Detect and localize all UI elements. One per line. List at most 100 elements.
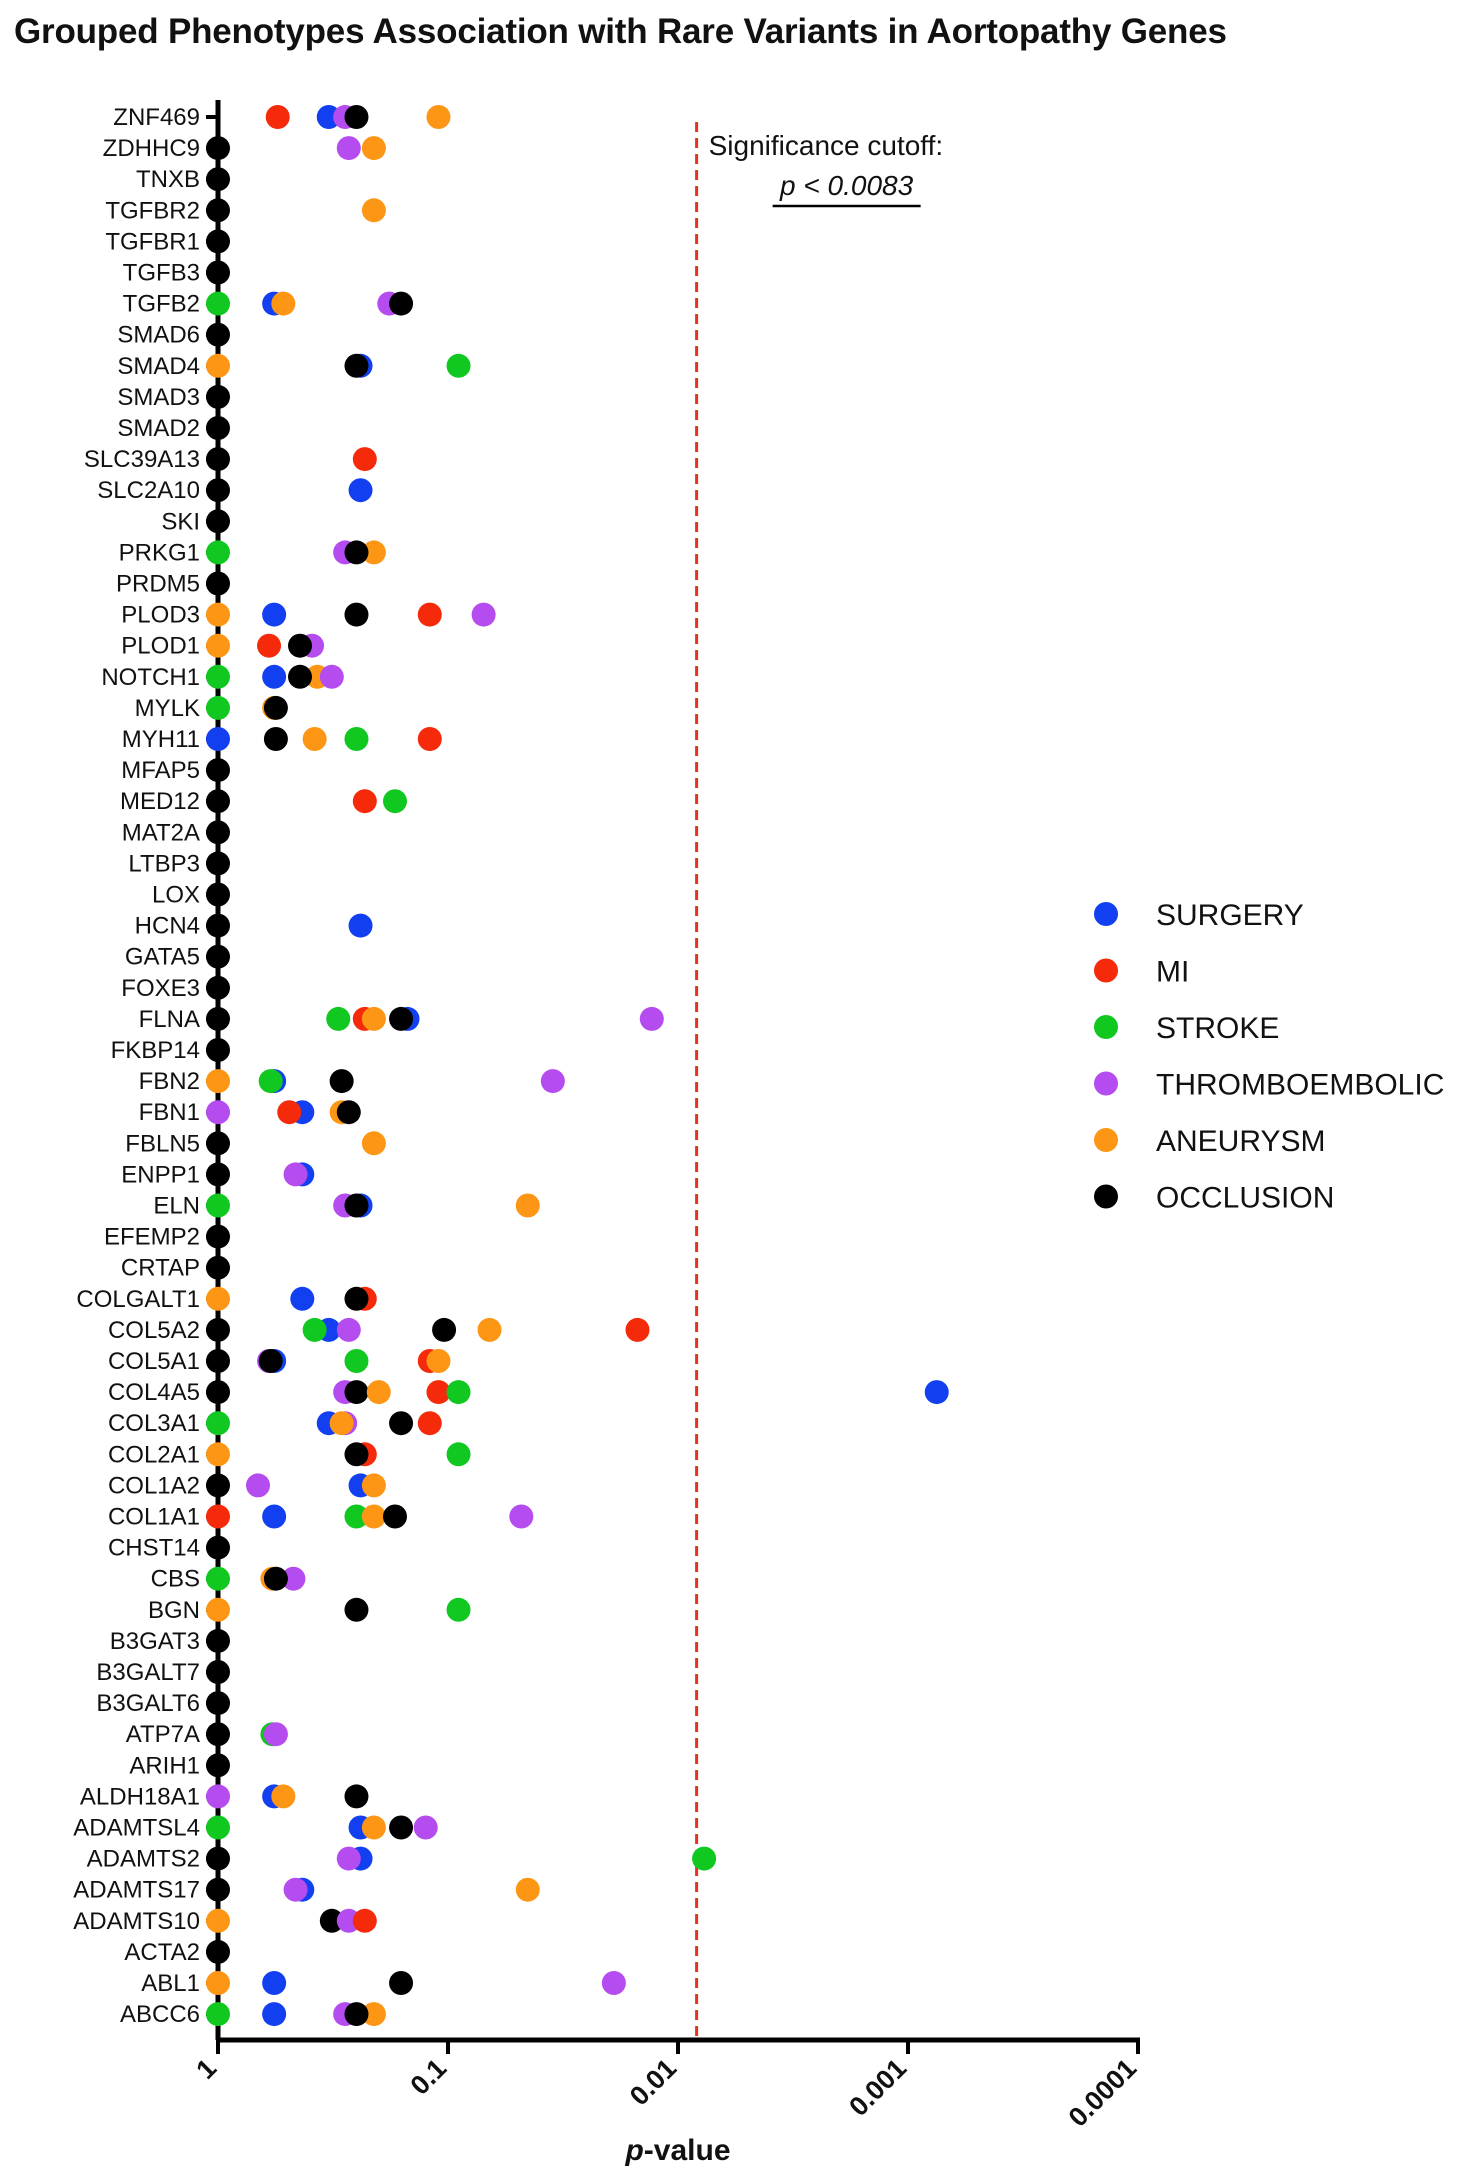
legend: SURGERY MI STROKE THROMBOEMBOLIC ANEURYSM OCC… [1094, 899, 1444, 1215]
legend-label-surgery: SURGERY [1156, 899, 1304, 932]
point-tgfb2-occlusion [389, 291, 414, 316]
point-plod3-mi [417, 602, 442, 627]
point-flna-occlusion [206, 1006, 230, 1031]
point-aldh18a1-occlusion [344, 1784, 369, 1809]
point-adamts2-thromboembolic [336, 1846, 361, 1871]
point-col4a5-aneurysm [366, 1380, 391, 1405]
point-med12-occlusion [206, 789, 230, 814]
point-zdhhc9-aneurysm [361, 136, 386, 161]
point-cbs-thromboembolic [281, 1566, 306, 1591]
point-adamts17-occlusion [206, 1877, 230, 1902]
y-tick-label-adamtsl4: ADAMTSL4 [73, 1815, 200, 1842]
y-tick-label-znf469: ZNF469 [113, 104, 200, 131]
point-mfap5-occlusion [206, 758, 230, 783]
point-hcn4-surgery [348, 913, 373, 938]
point-tgfbr2-aneurysm [361, 198, 386, 223]
point-col1a1-stroke [344, 1504, 369, 1529]
point-bgn-aneurysm [206, 1597, 230, 1622]
point-col1a1-mi [206, 1504, 230, 1529]
point-fbn1-thromboembolic [206, 1100, 230, 1125]
point-col1a2-occlusion [206, 1473, 230, 1498]
point-fbln5-occlusion [206, 1131, 230, 1156]
point-b3galt7-occlusion [206, 1660, 230, 1684]
point-smad3-occlusion [206, 384, 230, 409]
y-tick-label-smad6: SMAD6 [117, 322, 200, 349]
significance-cutoff: Significance cutoff: p < 0.0083 [695, 122, 943, 2040]
legend-marker-occlusion [1094, 1184, 1118, 1209]
point-zdhhc9-thromboembolic [336, 136, 361, 161]
point-adamts2-stroke [692, 1846, 717, 1871]
point-adamtsl4-aneurysm [361, 1815, 386, 1840]
y-tick-label-mfap5: MFAP5 [121, 757, 200, 784]
point-col1a1-occlusion [382, 1504, 407, 1529]
y-tick-label-myh11: MYH11 [122, 726, 200, 753]
point-cbs-occlusion [263, 1566, 288, 1591]
y-tick-label-b3gat3: B3GAT3 [110, 1628, 200, 1655]
point-notch1-surgery [262, 664, 287, 689]
point-med12-mi [352, 789, 377, 814]
point-bgn-occlusion [344, 1597, 369, 1622]
point-myh11-surgery [206, 727, 230, 751]
y-tick-label-col5a1: COL5A1 [108, 1348, 200, 1375]
point-abcc6-stroke [206, 2002, 230, 2027]
point-notch1-thromboembolic [319, 664, 344, 689]
point-abcc6-surgery [262, 2002, 287, 2027]
point-znf469-surgery [316, 105, 341, 129]
point-col5a1-occlusion [206, 1349, 230, 1373]
y-tick-label-colgalt1: COLGALT1 [76, 1286, 200, 1313]
y-tick-label-fbn2: FBN2 [139, 1068, 200, 1095]
point-lox-occlusion [206, 882, 230, 907]
point-col5a2-occlusion [432, 1317, 457, 1342]
y-tick-label-aldh18a1: ALDH18A1 [80, 1783, 200, 1810]
point-col1a2-thromboembolic [246, 1473, 271, 1498]
point-slc39a13-occlusion [206, 447, 230, 472]
point-col5a2-mi [625, 1317, 650, 1342]
y-tick-labels: ZNF469 ZDHHC9 TNXB TGFBR2 TGFBR1 TGFB3 TGFB2 SM… [73, 104, 218, 2028]
point-col5a1-stroke [344, 1349, 369, 1373]
point-col2a1-occlusion [344, 1442, 369, 1467]
point-med12-stroke [382, 789, 407, 814]
y-tick-label-smad4: SMAD4 [117, 353, 200, 380]
legend-label-thromboembolic: THROMBOEMBOLIC [1156, 1069, 1444, 1102]
point-plod3-surgery [262, 602, 287, 627]
point-mylk-stroke [206, 695, 230, 720]
point-col2a1-aneurysm [206, 1442, 230, 1467]
point-chst14-occlusion [206, 1535, 230, 1560]
point-hcn4-occlusion [206, 913, 230, 938]
y-tick-label-flna: FLNA [139, 1006, 200, 1033]
y-tick-label-smad2: SMAD2 [117, 415, 200, 442]
y-tick-label-enpp1: ENPP1 [121, 1161, 200, 1188]
point-adamtsl4-thromboembolic [413, 1815, 438, 1840]
point-prkg1-occlusion [344, 540, 369, 565]
y-tick-label-col2a1: COL2A1 [108, 1441, 200, 1468]
point-eln-stroke [206, 1193, 230, 1218]
legend-marker-surgery [1094, 902, 1118, 926]
point-slc2a10-surgery [348, 478, 373, 503]
y-tick-label-fbln5: FBLN5 [125, 1130, 200, 1157]
point-smad4-stroke [446, 353, 471, 378]
point-col3a1-stroke [206, 1411, 230, 1436]
point-aldh18a1-aneurysm [271, 1784, 296, 1809]
y-tick-label-b3galt7: B3GALT7 [96, 1659, 200, 1686]
y-tick-label-prdm5: PRDM5 [116, 571, 200, 598]
y-tick-label-col1a2: COL1A2 [108, 1472, 200, 1499]
point-prdm5-occlusion [206, 571, 230, 596]
point-adamts10-mi [352, 1908, 377, 1933]
point-ski-occlusion [206, 509, 230, 534]
point-col5a1-occlusion [258, 1349, 283, 1373]
point-eln-aneurysm [515, 1193, 540, 1218]
y-tick-label-med12: MED12 [120, 788, 200, 815]
point-col3a1-mi [417, 1411, 442, 1436]
y-tick-label-lox: LOX [152, 882, 200, 909]
point-b3gat3-occlusion [206, 1628, 230, 1653]
point-fbn2-stroke [258, 1069, 283, 1094]
point-flna-aneurysm [361, 1006, 386, 1031]
point-atp7a-thromboembolic [263, 1722, 288, 1747]
point-cbs-stroke [206, 1566, 230, 1591]
point-znf469-mi [265, 105, 290, 129]
x-tick-label-0-01: 0.01 [624, 2053, 682, 2111]
legend-marker-stroke [1094, 1015, 1118, 1039]
point-tgfb2-stroke [206, 291, 230, 316]
point-adamts17-thromboembolic [283, 1877, 308, 1902]
